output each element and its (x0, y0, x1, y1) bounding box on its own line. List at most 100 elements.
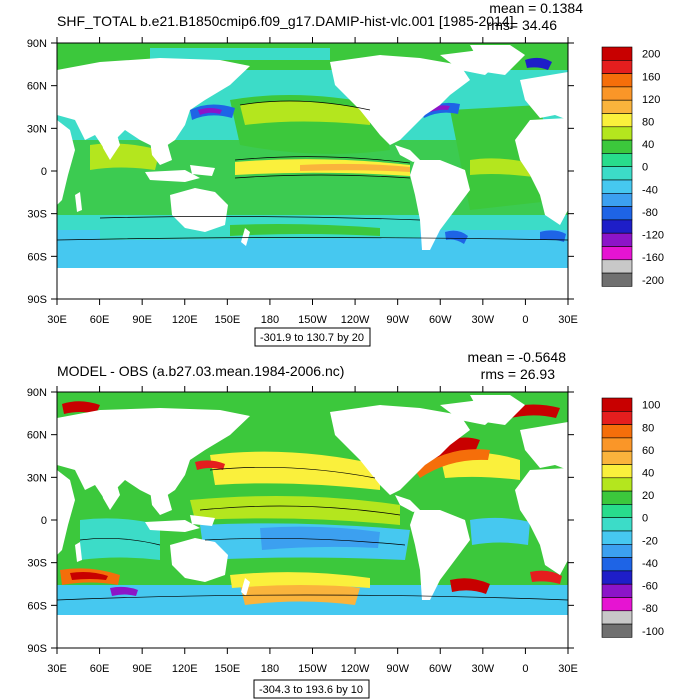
colorbar-label: 40 (642, 139, 654, 151)
colorbar-label: -100 (642, 626, 664, 638)
lon-label: 30E (47, 663, 67, 675)
panel-2-land (57, 395, 568, 600)
lat-label: 0 (41, 515, 47, 527)
panel-2-range-box (253, 679, 370, 699)
lon-label: 90W (386, 663, 409, 675)
panel-2-range-text: -304.3 to 193.6 by 10 (259, 684, 363, 696)
colorbar-segment (601, 219, 633, 234)
lon-label: 150E (214, 663, 240, 675)
lon-label: 120E (172, 314, 198, 326)
panel-1-map (57, 43, 568, 299)
panel-1-arctic-teal (150, 48, 330, 60)
colorbar-label: 120 (642, 94, 660, 106)
colorbar-label: 60 (642, 445, 654, 457)
lat-label: 90N (27, 38, 47, 50)
panel-2-arctic-green (57, 392, 568, 412)
panel-1-land (57, 45, 568, 250)
lat-label: 90S (27, 643, 47, 655)
panel-2-colorbar-labels: 100 80 60 40 20 0 -20 -40 -60 -80 -100 (642, 400, 664, 638)
panel-1: SHF_TOTAL b.e21.B1850cmip6.f09_g17.DAMIP… (27, 0, 664, 347)
colorbar-segment (601, 246, 633, 261)
lat-label: 60S (27, 251, 47, 263)
panel-2-southern-yellow (230, 572, 370, 588)
colorbar-label: -120 (642, 230, 664, 242)
lon-label: 30W (472, 314, 495, 326)
lon-label: 150W (298, 663, 327, 675)
lon-label: 90E (132, 663, 152, 675)
panel-2-arctic-red (62, 401, 100, 414)
panel-2-colorbar (601, 397, 633, 638)
colorbar-label: 80 (642, 116, 654, 128)
panel-1-colorbar (601, 46, 633, 287)
colorbar-segment (601, 126, 633, 141)
panel-2-map (57, 392, 568, 648)
panel-2-gulfstream-orange (415, 449, 490, 478)
panel-1-colorbar-labels: 200 160 120 80 40 0 -40 -80 -120 -160 -200 (642, 49, 664, 287)
panel-2-pac-light (190, 496, 400, 525)
colorbar-segment (601, 99, 633, 114)
lon-label: 90E (132, 314, 152, 326)
panel-1-contours (57, 100, 568, 241)
panel-2-kuroshio-red (195, 460, 225, 470)
panel-1-lat-labels: 90N 60N 30N 0 30S 60S 90S (27, 38, 47, 306)
colorbar-segment (601, 450, 633, 465)
panel-1-agulhas (540, 230, 566, 242)
panel-2-atl-cyan (470, 517, 530, 545)
colorbar-segment (601, 410, 633, 425)
lon-label: 60W (429, 314, 452, 326)
panel-2-title: MODEL - OBS (a.b27.03.mean.1984-2006.nc) (57, 363, 344, 379)
colorbar-segment (601, 179, 633, 194)
panel-1-southern-cyan (57, 230, 568, 268)
lon-label: 120E (172, 663, 198, 675)
panel-2-agulhas-red (530, 570, 562, 584)
lon-label: 30E (558, 314, 578, 326)
colorbar-label: -40 (642, 558, 658, 570)
panel-2-antarctica (57, 615, 568, 648)
colorbar-segment (601, 477, 633, 492)
panel-2-contours (57, 466, 568, 601)
panel-1-lon-labels: 30E 60E 90E 120E 150E 180 150W 120W 90W 60W 30W 0 30… (47, 314, 578, 326)
panel-1-eq-orange-band (300, 163, 410, 172)
panel-2-mean: mean = -0.5648 (468, 349, 567, 365)
panel-2-sw-purple (110, 586, 138, 596)
colorbar-segment (601, 46, 633, 61)
colorbar-label: 20 (642, 490, 654, 502)
lon-label: 150W (298, 314, 327, 326)
colorbar-label: 160 (642, 71, 660, 83)
lon-label: 60E (90, 663, 110, 675)
colorbar-segment (601, 490, 633, 505)
lat-label: 30S (27, 558, 47, 570)
colorbar-segment (601, 583, 633, 598)
colorbar-segment (601, 153, 633, 167)
lon-label: 0 (522, 663, 528, 675)
colorbar-label: -80 (642, 603, 658, 615)
panel-2-lat-labels: 90N 60N 30N 0 30S 60S 90S (27, 387, 47, 655)
lat-label: 30S (27, 209, 47, 221)
lon-label: 120W (341, 663, 370, 675)
panel-2: MODEL - OBS (a.b27.03.mean.1984-2006.nc)… (27, 349, 664, 699)
colorbar-label: -160 (642, 252, 664, 264)
colorbar-segment (601, 424, 633, 439)
colorbar-segment (601, 73, 633, 88)
panel-1-malvinas (445, 230, 468, 244)
lon-label: 30E (47, 314, 67, 326)
panel-1-range-text: -301.9 to 130.7 by 20 (260, 332, 364, 344)
colorbar-segment (601, 139, 633, 154)
panel-2-ticks (51, 386, 574, 654)
lat-label: 90S (27, 294, 47, 306)
lon-label: 0 (522, 314, 528, 326)
panel-1-npac-light (240, 101, 370, 125)
colorbar-segment (601, 543, 633, 558)
lon-label: 60E (90, 314, 110, 326)
colorbar-segment (601, 86, 633, 101)
panel-1-kuroshio-purple (198, 108, 222, 115)
colorbar-segment (601, 517, 633, 532)
panel-1-southern-green (230, 224, 380, 236)
lat-label: 60N (27, 81, 47, 93)
colorbar-segment (601, 272, 633, 287)
colorbar-label: 200 (642, 49, 660, 61)
colorbar-segment (601, 464, 633, 479)
colorbar-segment (601, 113, 633, 128)
lon-label: 120W (341, 314, 370, 326)
